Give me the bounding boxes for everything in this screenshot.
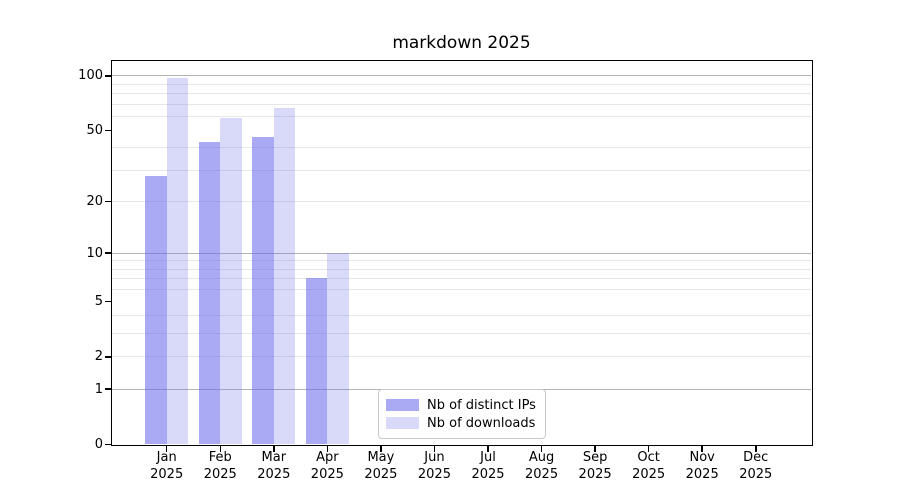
gridline-minor bbox=[112, 103, 811, 105]
x-tick-month: May bbox=[367, 450, 395, 465]
x-tick-label: May 2025 bbox=[341, 449, 421, 483]
x-tick-year: 2025 bbox=[471, 467, 505, 482]
gridline-minor bbox=[112, 260, 811, 262]
gridline-minor bbox=[112, 93, 811, 95]
bar-downloads-jan bbox=[166, 77, 189, 445]
x-tick-year: 2025 bbox=[525, 467, 559, 482]
x-tick-year: 2025 bbox=[257, 467, 291, 482]
x-tick-month: Nov bbox=[689, 450, 715, 465]
y-tick bbox=[104, 443, 111, 446]
legend-item-distinct-ips: Nb of distinct IPs bbox=[386, 398, 545, 413]
gridline-minor bbox=[112, 115, 811, 117]
x-tick-year: 2025 bbox=[417, 467, 451, 482]
x-tick-year: 2025 bbox=[578, 467, 612, 482]
x-tick bbox=[219, 446, 221, 452]
y-tick-label: 20 bbox=[86, 193, 103, 209]
legend-swatch-downloads bbox=[386, 417, 419, 429]
bar-downloads-mar bbox=[273, 107, 296, 445]
legend-label-distinct-ips: Nb of distinct IPs bbox=[427, 397, 536, 413]
x-tick bbox=[487, 446, 489, 452]
x-tick bbox=[165, 446, 168, 452]
x-tick-label: Jan 2025 bbox=[127, 449, 207, 483]
x-tick-label: Feb 2025 bbox=[180, 449, 260, 483]
x-tick-month: Apr bbox=[316, 450, 339, 465]
x-tick-label: Oct 2025 bbox=[609, 449, 689, 483]
bar-downloads-feb bbox=[220, 117, 242, 445]
x-tick-month: Jan bbox=[156, 450, 177, 465]
x-tick bbox=[380, 446, 382, 452]
x-tick-year: 2025 bbox=[203, 467, 237, 482]
gridline-minor bbox=[112, 288, 811, 290]
x-tick-year: 2025 bbox=[632, 467, 666, 482]
y-tick bbox=[104, 252, 111, 254]
y-tick bbox=[104, 356, 111, 358]
gridline-minor bbox=[112, 83, 811, 85]
x-tick-year: 2025 bbox=[685, 467, 719, 482]
x-tick-month: Sep bbox=[582, 450, 608, 465]
x-tick-label: Apr 2025 bbox=[287, 449, 367, 483]
x-tick bbox=[326, 446, 329, 452]
x-tick-year: 2025 bbox=[310, 467, 344, 482]
gridline-minor bbox=[112, 200, 811, 202]
bar-distinct-ips-jan bbox=[145, 175, 167, 445]
plot-area bbox=[110, 59, 813, 446]
y-tick-label: 2 bbox=[94, 349, 103, 365]
x-tick-year: 2025 bbox=[739, 467, 773, 482]
x-tick-month: Jul bbox=[480, 450, 496, 465]
x-tick-month: Oct bbox=[637, 450, 660, 465]
x-tick bbox=[701, 446, 703, 452]
y-tick bbox=[104, 129, 111, 132]
y-tick bbox=[104, 75, 111, 77]
y-tick bbox=[104, 388, 111, 390]
gridline-minor bbox=[112, 333, 811, 335]
bar-downloads-apr bbox=[327, 253, 350, 445]
y-tick-label: 0 bbox=[94, 437, 103, 452]
gridline-major bbox=[112, 252, 811, 254]
gridline-minor bbox=[112, 277, 811, 279]
x-tick bbox=[755, 446, 757, 452]
gridline-minor bbox=[112, 315, 811, 317]
x-tick-label: Mar 2025 bbox=[234, 449, 314, 483]
x-tick bbox=[647, 446, 650, 452]
bar-distinct-ips-feb bbox=[198, 142, 221, 445]
y-tick-label: 1 bbox=[94, 381, 103, 397]
x-tick-label: Jun 2025 bbox=[394, 449, 474, 483]
y-tick-label: 50 bbox=[86, 123, 103, 139]
x-tick-month: Feb bbox=[208, 450, 232, 465]
x-tick-label: Jul 2025 bbox=[448, 449, 528, 483]
legend-item-downloads: Nb of downloads bbox=[386, 416, 545, 431]
x-tick-year: 2025 bbox=[150, 467, 184, 482]
x-tick-month: Jun bbox=[424, 450, 445, 465]
x-tick-month: Aug bbox=[528, 450, 555, 465]
x-tick-month: Mar bbox=[261, 450, 287, 465]
x-tick-label: Dec 2025 bbox=[716, 449, 796, 483]
bar-distinct-ips-mar bbox=[252, 137, 274, 445]
y-tick-label: 10 bbox=[86, 245, 103, 261]
legend: Nb of distinct IPs Nb of downloads bbox=[378, 389, 546, 439]
x-tick-year: 2025 bbox=[364, 467, 398, 482]
y-tick-label: 100 bbox=[78, 68, 103, 84]
x-tick-month: Dec bbox=[743, 450, 769, 465]
gridline-minor bbox=[112, 169, 811, 171]
legend-swatch-distinct-ips bbox=[386, 399, 419, 411]
x-tick-label: Aug 2025 bbox=[502, 449, 582, 483]
x-tick bbox=[273, 446, 275, 452]
gridline-minor bbox=[112, 356, 811, 358]
x-tick bbox=[540, 446, 543, 452]
x-tick bbox=[594, 446, 596, 452]
x-tick-label: Sep 2025 bbox=[555, 449, 635, 483]
gridline-minor bbox=[112, 147, 811, 149]
y-tick-label: 5 bbox=[94, 293, 103, 309]
y-tick bbox=[104, 300, 111, 303]
gridline-minor bbox=[112, 268, 811, 270]
chart-title: markdown 2025 bbox=[392, 33, 531, 53]
x-tick bbox=[433, 446, 436, 452]
y-tick bbox=[104, 200, 111, 203]
x-tick-label: Nov 2025 bbox=[662, 449, 742, 483]
legend-label-downloads: Nb of downloads bbox=[427, 415, 536, 431]
bar-distinct-ips-apr bbox=[305, 278, 328, 445]
gridline-major bbox=[112, 75, 811, 77]
